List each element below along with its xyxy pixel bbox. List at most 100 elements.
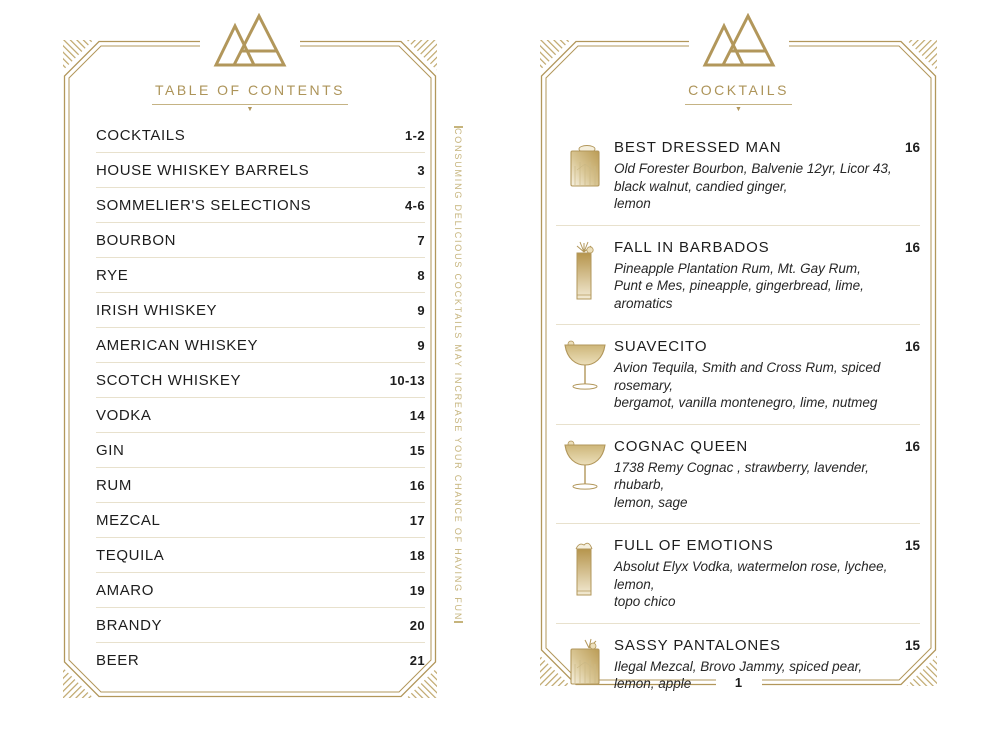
cocktail-entry: FALL IN BARBADOS 16 Pineapple Plantation…	[556, 226, 920, 325]
coupe-glass-icon	[564, 440, 606, 490]
entry-icon-col	[556, 636, 614, 693]
toc-label: HOUSE WHISKEY BARRELS	[96, 161, 310, 179]
toc-row: SCOTCH WHISKEY 10-13	[96, 363, 425, 398]
spine-dash-icon	[453, 621, 463, 624]
cocktail-price: 16	[904, 239, 920, 255]
toc-page: 8	[417, 267, 425, 283]
entry-body: SASSY PANTALONES 15 Ilegal Mezcal, Brovo…	[614, 636, 920, 693]
cocktail-list: BEST DRESSED MAN 16 Old Forester Bourbon…	[556, 126, 920, 705]
spine-tagline: CONSUMING DELICIOUS COCKTAILS MAY INCREA…	[453, 128, 463, 622]
toc-page: 18	[409, 547, 425, 563]
toc-page: 17	[409, 512, 425, 528]
entry-head: BEST DRESSED MAN 16	[614, 138, 920, 157]
toc-label: GIN	[96, 441, 125, 459]
page-number: 1	[715, 673, 762, 693]
cocktail-name: SASSY PANTALONES	[614, 636, 781, 654]
coupe-glass-icon	[564, 340, 606, 390]
toc-label: AMERICAN WHISKEY	[96, 336, 259, 354]
toc-page: 21	[409, 652, 425, 668]
toc-row: RUM 16	[96, 468, 425, 503]
entry-icon-col	[556, 138, 614, 213]
cocktail-entry: BEST DRESSED MAN 16 Old Forester Bourbon…	[556, 126, 920, 226]
caret-down-icon: ▼	[246, 106, 254, 113]
entry-head: SASSY PANTALONES 15	[614, 636, 920, 655]
entry-body: FALL IN BARBADOS 16 Pineapple Plantation…	[614, 238, 920, 313]
toc-label: COCKTAILS	[96, 126, 186, 144]
cocktail-description: Absolut Elyx Vodka, watermelon rose, lyc…	[614, 559, 888, 609]
entry-icon-col	[556, 238, 614, 313]
toc-title-wrap: TABLE OF CONTENTS ▼	[63, 82, 437, 114]
page-border	[63, 40, 437, 698]
toc-page: 1-2	[405, 127, 425, 143]
entry-icon-col	[556, 536, 614, 611]
toc-row: TEQUILA 18	[96, 538, 425, 573]
toc-page: 3	[417, 162, 425, 178]
cocktail-entry: SASSY PANTALONES 15 Ilegal Mezcal, Brovo…	[556, 624, 920, 705]
collins-glass-icon	[576, 241, 594, 299]
cocktail-name: SUAVECITO	[614, 338, 708, 355]
toc-page: 9	[417, 337, 425, 353]
entry-body: COGNAC QUEEN 16 1738 Remy Cognac , straw…	[614, 437, 920, 512]
toc-row: VODKA 14	[96, 398, 425, 433]
page-table-of-contents: TABLE OF CONTENTS ▼ COCKTAILS 1-2 HOUSE W…	[63, 11, 437, 698]
entry-body: SUAVECITO 16 Avion Tequila, Smith and Cr…	[614, 337, 920, 412]
toc-row: RYE 8	[96, 258, 425, 293]
toc-page: 20	[409, 617, 425, 633]
cocktail-price: 16	[904, 438, 920, 454]
entry-head: FULL OF EMOTIONS 15	[614, 536, 920, 555]
cocktail-price: 16	[904, 140, 920, 155]
toc-label: SCOTCH WHISKEY	[96, 371, 242, 389]
toc-page: 9	[417, 302, 425, 318]
logo-box	[688, 11, 789, 71]
cocktail-entry: COGNAC QUEEN 16 1738 Remy Cognac , straw…	[556, 425, 920, 524]
cocktail-name: FULL OF EMOTIONS	[614, 537, 774, 554]
toc-page: 15	[409, 442, 425, 458]
entry-head: SUAVECITO 16	[614, 337, 920, 356]
toc-page: 19	[409, 582, 425, 598]
logo-box	[200, 11, 300, 71]
page-cocktails: COCKTAILS ▼ BEST DRESSED MAN 16	[540, 11, 937, 693]
toc-row: AMERICAN WHISKEY 9	[96, 328, 425, 363]
spine-dash-icon	[453, 126, 463, 128]
entry-head: FALL IN BARBADOS 16	[614, 238, 920, 257]
toc-label: VODKA	[96, 406, 152, 424]
rocks-glass-icon	[570, 145, 600, 187]
toc-label: TEQUILA	[96, 546, 165, 564]
toc-page: 4-6	[405, 197, 425, 213]
toc-row: MEZCAL 17	[96, 503, 425, 538]
toc-row: AMARO 19	[96, 573, 425, 608]
entry-icon-col	[556, 337, 614, 412]
toc-page: 14	[409, 407, 425, 423]
cocktail-price: 15	[904, 538, 920, 553]
toc-page: 16	[409, 477, 425, 493]
toc-row: BEER 21	[96, 643, 425, 677]
cocktail-description: Old Forester Bourbon, Balvenie 12yr, Lic…	[614, 161, 892, 211]
toc-label: BEER	[96, 651, 140, 669]
cocktail-name: COGNAC QUEEN	[614, 437, 749, 455]
toc-label: MEZCAL	[96, 511, 161, 529]
mountain-monogram-logo-icon	[213, 13, 287, 67]
cocktail-price: 15	[904, 637, 920, 653]
entry-body: FULL OF EMOTIONS 15 Absolut Elyx Vodka, …	[614, 536, 920, 611]
spine: CONSUMING DELICIOUS COCKTAILS MAY INCREA…	[447, 126, 469, 624]
cocktail-description: 1738 Remy Cognac , strawberry, lavender,…	[614, 459, 869, 510]
toc-label: AMARO	[96, 581, 155, 599]
toc-row: IRISH WHISKEY 9	[96, 293, 425, 328]
cocktail-price: 16	[904, 339, 920, 354]
entry-head: COGNAC QUEEN 16	[614, 437, 920, 456]
collins-glass-icon	[575, 542, 593, 596]
mountain-monogram-logo-icon	[702, 13, 775, 67]
toc-row: COCKTAILS 1-2	[96, 118, 425, 153]
toc-label: SOMMELIER'S SELECTIONS	[96, 196, 312, 214]
toc-label: RYE	[96, 266, 129, 284]
caret-down-icon: ▼	[735, 106, 742, 113]
cocktails-title-wrap: COCKTAILS ▼	[540, 82, 937, 114]
toc-row: BOURBON 7	[96, 223, 425, 258]
toc-list: COCKTAILS 1-2 HOUSE WHISKEY BARRELS 3 SOMM…	[96, 118, 425, 677]
cocktail-entry: FULL OF EMOTIONS 15 Absolut Elyx Vodka, …	[556, 524, 920, 624]
toc-label: BRANDY	[96, 616, 163, 634]
page-title: COCKTAILS	[685, 82, 792, 105]
entry-body: BEST DRESSED MAN 16 Old Forester Bourbon…	[614, 138, 920, 213]
page-title: TABLE OF CONTENTS	[151, 82, 349, 105]
